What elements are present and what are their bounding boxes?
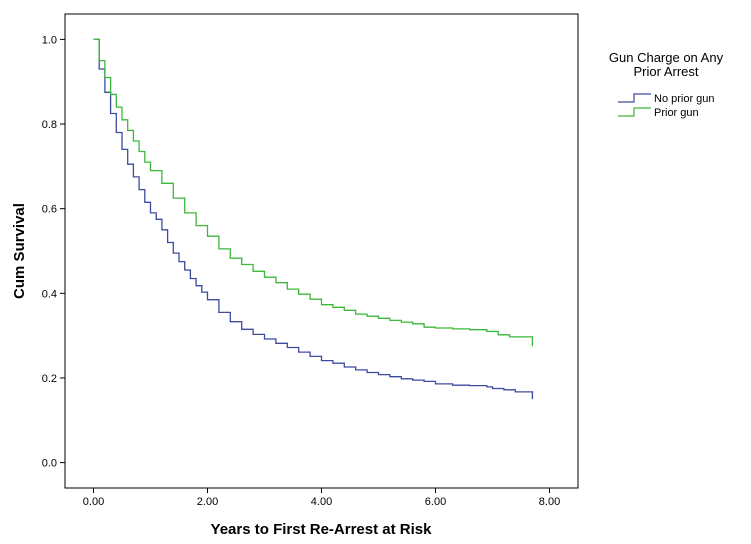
x-tick-label: 0.00 (83, 496, 104, 508)
x-tick-label: 4.00 (311, 496, 332, 508)
legend-swatch-2 (618, 107, 651, 117)
x-tick-label: 6.00 (425, 496, 446, 508)
plot-frame (64, 13, 579, 489)
y-tick-label: 0.8 (42, 119, 57, 131)
x-axis: 0.00 2.00 4.00 6.00 8.00 (83, 488, 560, 508)
y-axis: 0.0 0.2 0.4 0.6 0.8 1.0 (42, 34, 65, 470)
y-tick-label: 0.0 (42, 458, 57, 470)
legend-items: No prior gun Prior gun (618, 93, 715, 119)
legend-title-line-1: Gun Charge on Any (609, 50, 724, 65)
x-tick-label: 8.00 (539, 496, 560, 508)
x-tick-label: 2.00 (197, 496, 218, 508)
legend: Gun Charge on Any Prior Arrest No prior … (609, 50, 724, 119)
y-tick-label: 1.0 (42, 34, 57, 46)
legend-swatch-1 (618, 93, 651, 103)
y-tick-label: 0.2 (42, 373, 57, 385)
series-line-2 (93, 38, 534, 347)
legend-title-line-2: Prior Arrest (633, 64, 698, 79)
legend-label-2: Prior gun (654, 107, 699, 119)
series-line-1 (93, 38, 534, 400)
x-axis-title: Years to First Re-Arrest at Risk (211, 521, 433, 538)
series-layer (93, 38, 534, 400)
y-tick-label: 0.4 (42, 288, 57, 300)
legend-label-1: No prior gun (654, 93, 715, 105)
y-axis-title: Cum Survival (11, 203, 28, 299)
y-tick-label: 0.6 (42, 204, 57, 216)
